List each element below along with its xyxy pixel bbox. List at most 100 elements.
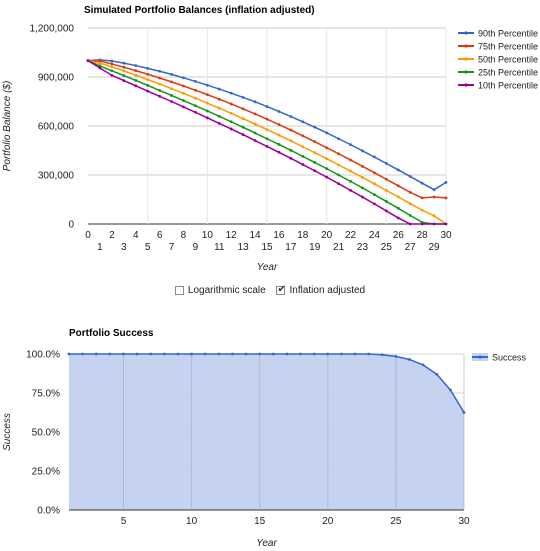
x-tick-label: 5 [121,516,127,527]
x-tick-label: 11 [214,242,225,253]
data-point [134,84,138,88]
data-point [110,65,114,69]
y-tick-label: 25.0% [32,467,60,478]
data-point [361,164,364,168]
data-point [190,352,193,356]
data-point [205,101,209,105]
y-tick-label: 600,000 [38,122,75,133]
x-tick-label: 6 [157,230,163,241]
data-point [146,66,150,70]
x-tick-label: 20 [322,516,334,527]
x-tick-label: 26 [393,230,405,241]
data-point [326,352,330,356]
data-point [408,222,412,226]
chart-controls: Logarithmic scale Inflation adjusted [0,284,540,301]
data-point [229,111,233,115]
data-point [432,214,436,218]
data-point [170,80,173,84]
data-point [285,352,289,356]
x-tick-label: 23 [357,242,369,253]
x-tick-label: 4 [133,230,139,241]
data-point [396,184,400,188]
data-point [373,155,376,159]
inflation-adjusted-checkbox[interactable] [276,284,286,295]
x-tick-label: 29 [429,242,441,253]
data-point [444,196,448,200]
data-point [98,66,102,70]
y-tick-label: 75.0% [32,389,60,400]
data-point [258,352,262,356]
x-tick-label: 9 [193,242,199,253]
data-point [289,156,293,160]
data-point [182,105,185,109]
data-point [289,115,293,118]
data-point [301,163,305,166]
data-point [313,169,317,173]
data-point [373,171,376,175]
x-tick-label: 3 [121,242,127,253]
data-point [217,114,221,118]
data-point [313,125,317,129]
y-tick-label: 0.0% [37,506,60,517]
data-point [373,193,376,197]
data-point [241,133,245,137]
data-point [110,62,114,66]
x-tick-label: 2 [109,230,115,241]
data-point [217,121,221,125]
x-tick-label: 5 [145,242,151,253]
data-point [162,352,166,356]
legend-label: 25th Percentile [478,68,538,78]
y-axis-title: Success [2,413,13,451]
inflation-adjusted-toggle[interactable]: Inflation adjusted [276,284,366,296]
data-point [146,78,150,82]
data-point [146,83,150,87]
data-point [205,109,209,113]
log-scale-checkbox[interactable] [174,286,184,295]
legend-label: 75th Percentile [478,42,538,52]
data-point [217,352,221,356]
data-point [384,162,388,165]
data-point [301,134,305,138]
data-point [361,186,364,190]
data-point [265,105,269,108]
inflation-adjusted-label: Inflation adjusted [289,285,366,296]
data-point [408,358,411,361]
y-tick-label: 50.0% [32,428,60,439]
data-point [182,91,185,95]
log-scale-toggle[interactable]: Logarithmic scale [174,285,266,296]
data-point [122,61,126,65]
data-point [432,222,436,226]
log-scale-label: Logarithmic scale [187,285,266,296]
x-tick-label: 15 [254,516,266,527]
data-point [325,146,329,150]
data-point [289,148,293,152]
y-tick-label: 0 [68,220,74,231]
data-point [122,352,125,356]
data-point [394,354,398,358]
data-point [384,177,388,181]
x-tick-label: 25 [381,242,393,253]
data-point [94,352,98,356]
data-point [384,209,388,213]
data-point [337,137,340,141]
data-point [396,168,400,172]
data-point [122,79,126,82]
legend-label: 10th Percentile [478,81,538,91]
x-tick-label: 27 [405,242,417,253]
x-tick-label: 13 [238,242,250,253]
x-tick-label: 24 [369,230,381,241]
data-point [265,137,269,141]
data-point [337,173,340,177]
data-point [396,195,400,199]
data-point [229,120,233,124]
legend-marker [464,44,468,48]
data-point [158,69,162,73]
data-point [241,96,245,99]
data-point [217,97,221,101]
x-tick-label: 20 [321,230,333,241]
data-point [194,104,197,108]
data-point [110,69,114,73]
data-point [432,195,436,199]
data-point [361,195,364,199]
data-point [408,202,412,205]
